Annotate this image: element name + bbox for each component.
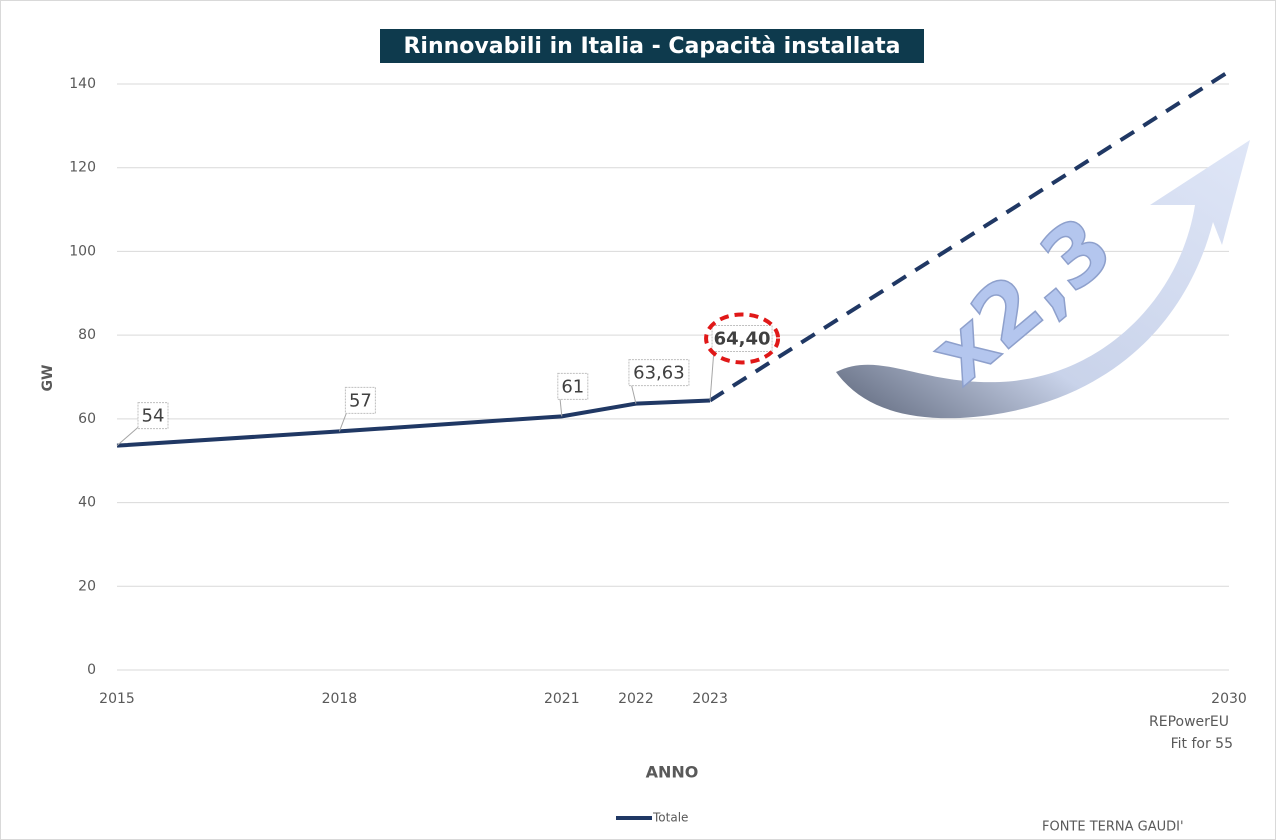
data-label: 64,40 xyxy=(714,328,771,349)
y-tick-label: 80 xyxy=(78,327,96,343)
x-tick-label: 2023 xyxy=(692,691,728,707)
x-tick-label: 2018 xyxy=(322,691,358,707)
source-note: FONTE TERNA GAUDI' xyxy=(1042,820,1184,835)
y-tick-label: 0 xyxy=(87,662,96,678)
y-tick-label: 100 xyxy=(69,243,96,259)
x-tick-sublabel: REPowerEU xyxy=(1149,714,1229,730)
data-label: 57 xyxy=(349,390,372,411)
data-label: 61 xyxy=(561,376,584,397)
y-tick-label: 60 xyxy=(78,411,96,427)
x-tick-label: 2022 xyxy=(618,691,654,707)
chart: Rinnovabili in Italia - Capacità install… xyxy=(0,0,1276,840)
data-label: 54 xyxy=(142,406,165,427)
x-tick-label: 2015 xyxy=(99,691,135,707)
frame xyxy=(1,1,1276,840)
y-axis-label: GW xyxy=(40,365,56,392)
x-tick-label: 2021 xyxy=(544,691,580,707)
y-tick-label: 40 xyxy=(78,495,96,511)
x-axis-label: ANNO xyxy=(646,763,699,782)
x-tick-sublabel: Fit for 55 xyxy=(1171,736,1233,752)
chart-title: Rinnovabili in Italia - Capacità install… xyxy=(403,34,900,59)
data-label: 63,63 xyxy=(633,363,685,384)
legend-label: Totale xyxy=(652,811,688,825)
y-tick-label: 20 xyxy=(78,578,96,594)
y-tick-label: 120 xyxy=(69,160,96,176)
y-tick-label: 140 xyxy=(69,76,96,92)
x-tick-label: 2030 xyxy=(1211,691,1247,707)
